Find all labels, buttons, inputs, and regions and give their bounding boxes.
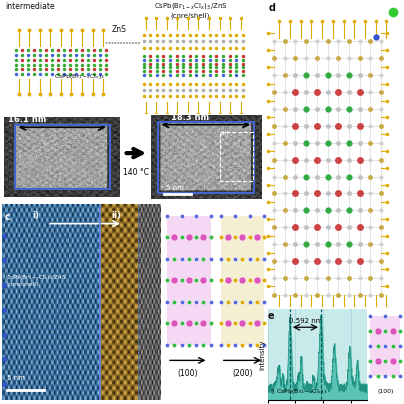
Text: 16.1 nm: 16.1 nm: [8, 115, 46, 124]
Text: i): i): [32, 211, 39, 220]
Bar: [370, 316, 400, 376]
Bar: [220, 132, 253, 181]
Text: 0.592 nm: 0.592 nm: [289, 318, 322, 324]
Text: CsPb(Br$_{1-x}$Cl$_x$)$_3$/ZnS
(core/shell): CsPb(Br$_{1-x}$Cl$_x$)$_3$/ZnS (core/she…: [5, 273, 67, 287]
Y-axis label: Intensity: Intensity: [259, 339, 265, 370]
Text: (100): (100): [177, 369, 198, 378]
Text: CsPb(Br$_{1-x}$Cl$_x$)$_3$/ZnS
(core/shell): CsPb(Br$_{1-x}$Cl$_x$)$_3$/ZnS (core/she…: [154, 1, 227, 19]
Bar: [221, 216, 264, 345]
Text: c: c: [5, 212, 11, 222]
Bar: [15, 125, 110, 189]
Text: CsPb(Br$_{1-x}$Cl$_x$)$_3$: CsPb(Br$_{1-x}$Cl$_x$)$_3$: [54, 72, 105, 81]
Text: 5 nm: 5 nm: [166, 185, 184, 191]
Bar: [158, 122, 254, 193]
Text: (II): (II): [221, 131, 229, 136]
Text: d: d: [269, 3, 276, 13]
Text: 18.3 nm: 18.3 nm: [171, 114, 209, 122]
Text: ZnS: ZnS: [112, 25, 126, 34]
Text: 5 nm: 5 nm: [6, 375, 24, 381]
Text: (100): (100): [377, 389, 393, 393]
Text: ii): ii): [111, 211, 121, 220]
Text: 140 °C: 140 °C: [123, 168, 149, 177]
Text: (200): (200): [232, 369, 253, 378]
Text: i) CsPb(Br$_{1-x}$Cl$_x$)$_3$: i) CsPb(Br$_{1-x}$Cl$_x$)$_3$: [270, 387, 327, 396]
Text: e: e: [268, 311, 274, 321]
Bar: [167, 216, 210, 345]
Text: intermediate: intermediate: [5, 2, 55, 11]
